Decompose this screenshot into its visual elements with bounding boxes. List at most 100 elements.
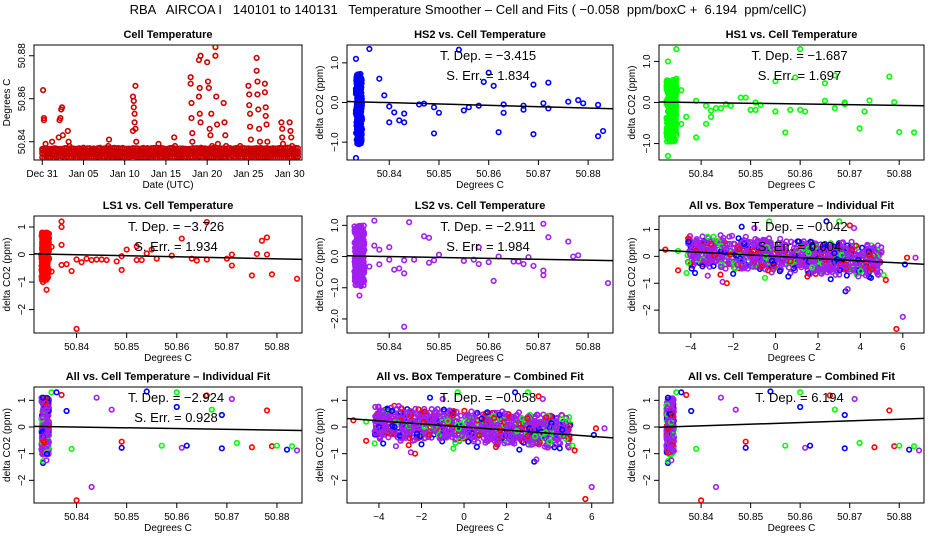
cluster-point: [802, 251, 809, 258]
data-point: [540, 100, 547, 107]
cluster-point: [496, 411, 503, 418]
cluster-point: [873, 253, 880, 260]
data-point: [88, 256, 95, 264]
y-axis-label: delta CO2 (ppm): [627, 238, 638, 312]
data-point: [356, 276, 363, 284]
data-point: [246, 123, 254, 130]
data-point: [178, 235, 185, 242]
data-point: [262, 104, 269, 111]
cluster-point: [693, 237, 700, 244]
data-point: [707, 107, 715, 114]
data-point: [727, 102, 734, 109]
cluster-point: [39, 264, 46, 271]
cluster-point: [407, 431, 414, 438]
cluster-point: [431, 427, 438, 434]
cluster-point: [685, 259, 692, 266]
data-point: [273, 442, 281, 449]
plot-frame: [346, 215, 614, 334]
data-point: [903, 254, 911, 261]
cluster-point: [762, 253, 769, 261]
cluster-point: [762, 266, 769, 273]
cluster-point: [43, 450, 50, 457]
data-point: [371, 440, 378, 447]
y-tick-label: 50.84: [17, 129, 28, 154]
data-point: [93, 394, 100, 401]
data-point: [782, 442, 789, 449]
cluster-point: [770, 263, 777, 270]
data-point: [256, 138, 264, 145]
cluster-point: [456, 437, 463, 444]
cluster-point: [666, 86, 674, 93]
cluster-point: [664, 78, 671, 85]
data-point: [228, 147, 236, 154]
data-point: [401, 270, 408, 277]
data-point: [39, 278, 47, 286]
data-point: [475, 260, 482, 268]
x-tick-label: 50.85: [426, 342, 451, 353]
cluster-point: [688, 265, 695, 272]
data-point: [450, 445, 457, 452]
data-point: [465, 438, 472, 445]
cluster-point: [663, 402, 670, 409]
data-point: [485, 259, 492, 266]
x-tick-label: Jan 05: [68, 169, 98, 180]
data-point: [196, 110, 203, 117]
data-point: [856, 439, 863, 447]
y-tick-label: 0: [330, 424, 341, 430]
data-point: [254, 91, 261, 98]
x-tick-label: −4: [685, 342, 697, 353]
data-point: [802, 108, 809, 115]
y-axis-label: delta CO2 (ppm): [2, 238, 13, 312]
data-point: [683, 113, 690, 120]
data-point: [118, 444, 125, 451]
data-point: [218, 445, 225, 452]
data-point: [795, 238, 803, 245]
cluster-point: [438, 417, 445, 424]
x-tick-label: 50.85: [738, 169, 763, 180]
cluster-point: [752, 263, 759, 270]
data-point: [132, 82, 139, 89]
data-point: [516, 446, 523, 453]
cluster-point: [510, 437, 517, 444]
data-point: [717, 394, 725, 401]
cluster-point: [711, 254, 719, 262]
y-tick-label: 1.0: [330, 218, 341, 232]
cluster-point: [509, 432, 516, 439]
cluster-point: [412, 405, 419, 412]
cluster-point: [732, 261, 739, 268]
data-point: [806, 442, 814, 449]
data-point: [63, 261, 70, 268]
cluster-point: [388, 407, 395, 415]
data-point: [58, 223, 65, 231]
data-point: [886, 407, 893, 414]
cluster-point: [458, 432, 466, 440]
data-point: [520, 106, 527, 113]
temp-dependence-label: T. Dep. = −1.687: [751, 48, 847, 63]
x-tick-label: Jan 25: [233, 169, 263, 180]
data-point: [688, 407, 695, 415]
data-point: [189, 130, 196, 137]
plot-area: [347, 217, 613, 330]
x-axis-label: Degrees C: [768, 353, 816, 364]
cluster-point: [742, 233, 749, 240]
cluster-point: [356, 265, 364, 272]
data-point: [288, 443, 296, 450]
x-tick-label: 50.86: [788, 512, 813, 523]
cluster-point: [749, 263, 756, 270]
y-tick-label: −2.0: [330, 309, 341, 329]
data-point: [836, 218, 843, 225]
y-tick-label: 1: [330, 397, 341, 403]
data-point: [673, 75, 680, 82]
data-point: [604, 279, 612, 287]
data-point: [515, 258, 522, 265]
cluster-point: [395, 402, 402, 410]
y-tick-label: 1: [642, 226, 653, 232]
data-point: [64, 127, 71, 135]
cluster-point: [671, 109, 679, 116]
data-point: [73, 256, 80, 263]
data-point: [366, 45, 373, 53]
data-point: [356, 292, 363, 299]
x-tick-label: 4: [858, 342, 864, 353]
cluster-point: [710, 245, 717, 252]
x-tick-label: 6: [589, 512, 595, 523]
